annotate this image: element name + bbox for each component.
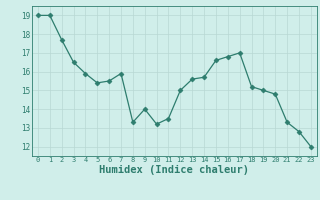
- X-axis label: Humidex (Indice chaleur): Humidex (Indice chaleur): [100, 165, 249, 175]
